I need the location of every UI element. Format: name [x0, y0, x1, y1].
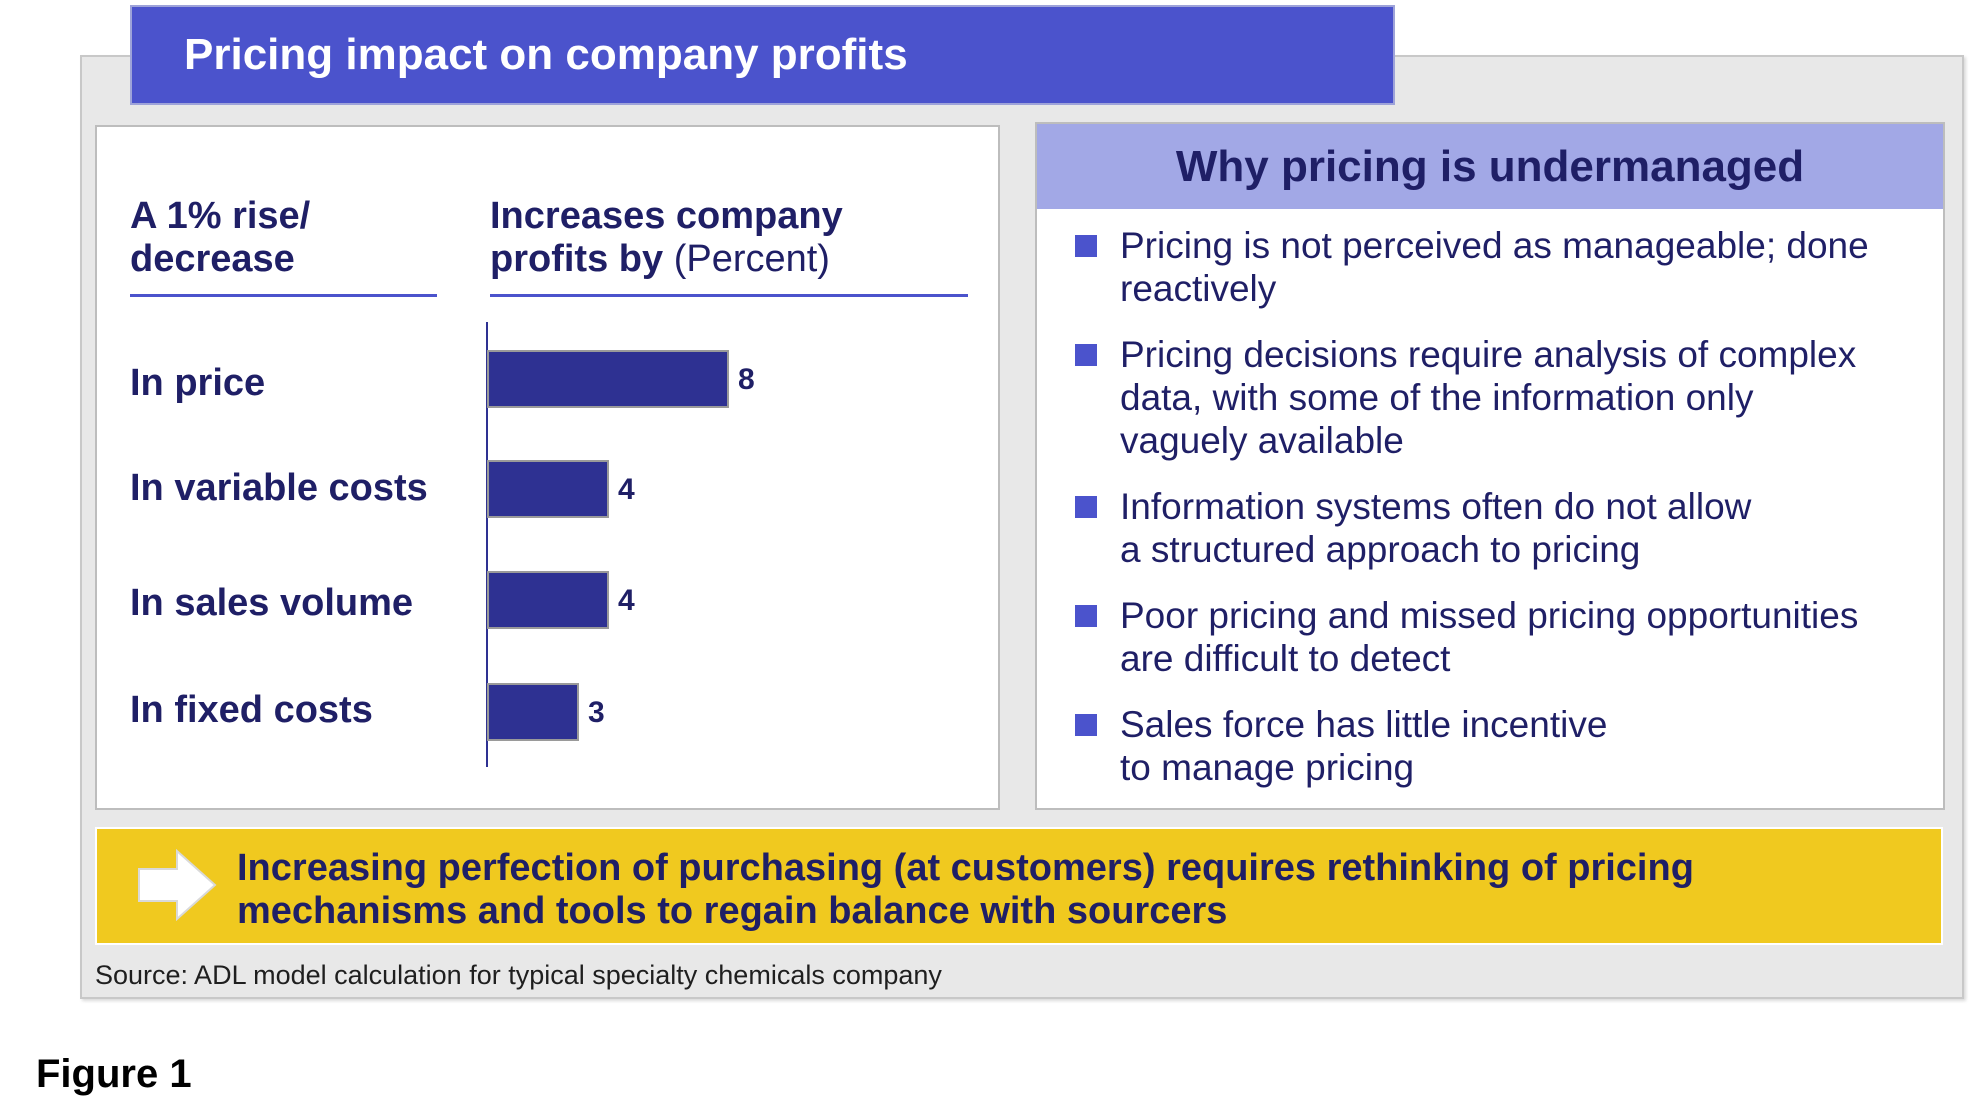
bullet-square-icon — [1075, 605, 1097, 627]
list-item: Sales force has little incentive to mana… — [1075, 703, 1935, 789]
bar-value-label: 3 — [588, 696, 605, 729]
row-heading-line2: decrease — [130, 238, 295, 280]
bullet-line: Pricing is not perceived as manageable; … — [1120, 225, 1869, 266]
list-item: Pricing decisions require analysis of co… — [1075, 333, 1935, 462]
bullet-square-icon — [1075, 235, 1097, 257]
value-heading-rule — [490, 294, 968, 297]
category-label: In price — [130, 362, 266, 404]
reasons-box: Why pricing is undermanaged Pricing is n… — [1035, 122, 1945, 810]
callout-line: mechanisms and tools to regain balance w… — [237, 890, 1228, 932]
bullet-square-icon — [1075, 496, 1097, 518]
value-column-heading: Increases company profits by (Percent) — [490, 195, 843, 281]
bullet-line: reactively — [1120, 268, 1277, 309]
bar-value-label: 8 — [738, 363, 755, 396]
bullet-line: are difficult to detect — [1120, 638, 1451, 679]
bullet-square-icon — [1075, 344, 1097, 366]
row-heading-line1: A 1% rise/ — [130, 195, 311, 237]
value-heading-line1: Increases company — [490, 195, 843, 237]
bar — [487, 460, 609, 518]
bar — [487, 350, 729, 408]
callout-line: Increasing perfection of purchasing (at … — [237, 847, 1694, 889]
chart-box: A 1% rise/ decrease Increases company pr… — [95, 125, 1000, 810]
category-label: In variable costs — [130, 467, 428, 509]
list-item: Pricing is not perceived as manageable; … — [1075, 224, 1935, 310]
page-title: Pricing impact on company profits — [130, 5, 1395, 105]
reasons-heading: Why pricing is undermanaged — [1037, 124, 1943, 209]
bullet-line: data, with some of the information only — [1120, 377, 1754, 418]
bullet-line: a structured approach to pricing — [1120, 529, 1641, 570]
bullet-line: Information systems often do not allow — [1120, 486, 1752, 527]
bullet-line: Pricing decisions require analysis of co… — [1120, 334, 1857, 375]
figure-caption: Figure 1 — [36, 1052, 192, 1096]
value-heading-unit: (Percent) — [673, 238, 830, 280]
bar — [487, 571, 609, 629]
callout-text: Increasing perfection of purchasing (at … — [237, 847, 1694, 933]
row-heading-rule — [130, 294, 437, 297]
bar-value-label: 4 — [618, 473, 635, 506]
row-column-heading: A 1% rise/ decrease — [130, 195, 310, 281]
category-label: In sales volume — [130, 582, 414, 624]
reasons-list: Pricing is not perceived as manageable; … — [1075, 224, 1935, 812]
bar — [487, 683, 579, 741]
list-item: Information systems often do not allow a… — [1075, 485, 1935, 571]
bullet-line: Sales force has little incentive — [1120, 704, 1608, 745]
bar-chart: 8 4 4 3 — [486, 322, 755, 767]
value-heading-bold: profits by — [490, 238, 664, 280]
conclusion-callout: Increasing perfection of purchasing (at … — [95, 827, 1943, 945]
bar-value-label: 4 — [618, 584, 635, 617]
bullet-square-icon — [1075, 714, 1097, 736]
category-label: In fixed costs — [130, 689, 373, 731]
bullet-line: to manage pricing — [1120, 747, 1415, 788]
arrow-right-icon — [138, 849, 217, 921]
source-note: Source: ADL model calculation for typica… — [95, 960, 942, 990]
bullet-line: vaguely available — [1120, 420, 1404, 461]
list-item: Poor pricing and missed pricing opportun… — [1075, 594, 1935, 680]
bullet-line: Poor pricing and missed pricing opportun… — [1120, 595, 1859, 636]
